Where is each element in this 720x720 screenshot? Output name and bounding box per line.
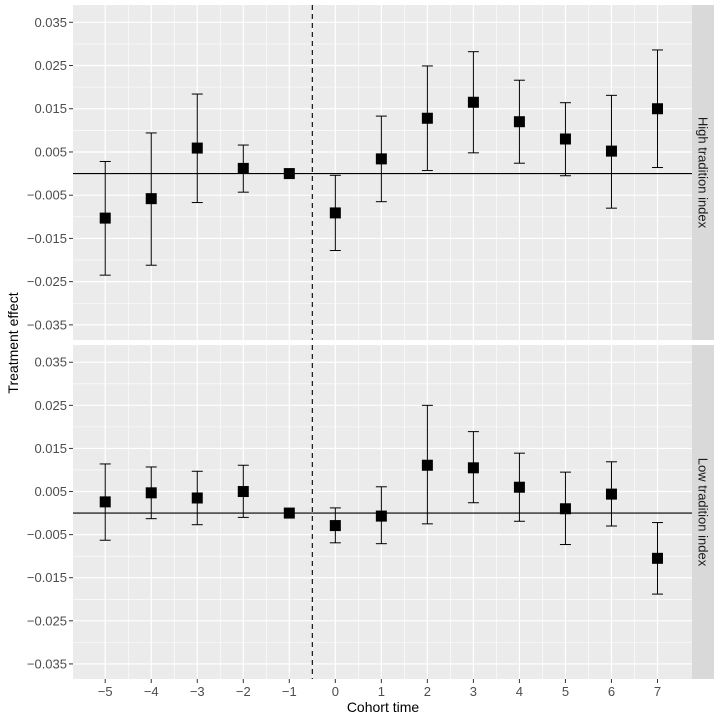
y-axis-title: Treatment effect [5, 292, 21, 393]
data-point [605, 488, 617, 500]
y-tick-label: 0.005 [34, 144, 67, 159]
data-point [421, 112, 433, 124]
x-tick-label: −1 [282, 684, 297, 699]
panels-layer: −0.035 −0.025 −0.015 −0.005 0.005 0.015 0.025 0… [27, 5, 714, 679]
x-tick-label: −3 [190, 684, 205, 699]
y-tick-label: −0.025 [27, 274, 67, 289]
y-tick-label: −0.015 [27, 570, 67, 585]
data-point [559, 133, 571, 145]
y-tick-label: −0.005 [27, 188, 67, 203]
x-tick-label: 1 [378, 684, 385, 699]
y-tick-label: −0.035 [27, 317, 67, 332]
data-point [329, 520, 341, 532]
data-point [375, 153, 387, 165]
data-point [513, 116, 525, 128]
x-tick-label: −5 [98, 684, 113, 699]
data-point [237, 162, 249, 174]
facet-panel: −0.035 −0.025 −0.015 −0.005 0.005 0.015 0.025 0… [27, 5, 714, 340]
facet-panel: −0.035 −0.025 −0.015 −0.005 0.005 0.015 0.025 0… [27, 345, 714, 679]
x-tick-label: 2 [424, 684, 431, 699]
y-tick-label: 0.035 [34, 15, 67, 30]
data-point [283, 168, 295, 180]
data-point [513, 481, 525, 493]
data-point [467, 462, 479, 474]
data-point [237, 486, 249, 498]
data-point [99, 212, 111, 224]
data-point [145, 193, 157, 205]
y-tick-label: 0.015 [34, 101, 67, 116]
facet-strip [692, 345, 714, 679]
data-point [421, 459, 433, 471]
y-tick-label: −0.025 [27, 613, 67, 628]
x-tick-label: −4 [144, 684, 159, 699]
x-axis-title: Cohort time [347, 699, 420, 715]
facet-strip-label: High tradition index [696, 117, 711, 229]
y-tick-label: 0.035 [34, 355, 67, 370]
data-point [99, 496, 111, 508]
data-point [651, 103, 663, 115]
y-tick-label: −0.015 [27, 231, 67, 246]
x-tick-label: 5 [562, 684, 569, 699]
data-point [329, 207, 341, 219]
data-point [191, 492, 203, 504]
y-tick-label: 0.025 [34, 58, 67, 73]
data-point [559, 503, 571, 515]
x-tick-label: 7 [654, 684, 661, 699]
panel-background [73, 5, 692, 340]
data-point [191, 142, 203, 154]
data-point [283, 507, 295, 519]
data-point [651, 552, 663, 564]
data-point [605, 145, 617, 157]
data-point [145, 487, 157, 499]
y-tick-label: −0.035 [27, 656, 67, 671]
y-tick-label: 0.015 [34, 441, 67, 456]
x-tick-label: −2 [236, 684, 251, 699]
x-axis: −5 −4 −3 −2 −1 0 1 2 3 4 5 6 7 [98, 679, 661, 699]
x-tick-label: 6 [608, 684, 615, 699]
data-point [467, 96, 479, 108]
y-tick-label: 0.005 [34, 484, 67, 499]
y-tick-label: −0.005 [27, 527, 67, 542]
facet-strip-label: Low tradition index [696, 458, 711, 567]
y-tick-label: 0.025 [34, 398, 67, 413]
x-tick-label: 3 [470, 684, 477, 699]
x-tick-label: 0 [332, 684, 339, 699]
x-tick-label: 4 [516, 684, 523, 699]
facet-strip [692, 5, 714, 340]
data-point [375, 510, 387, 522]
